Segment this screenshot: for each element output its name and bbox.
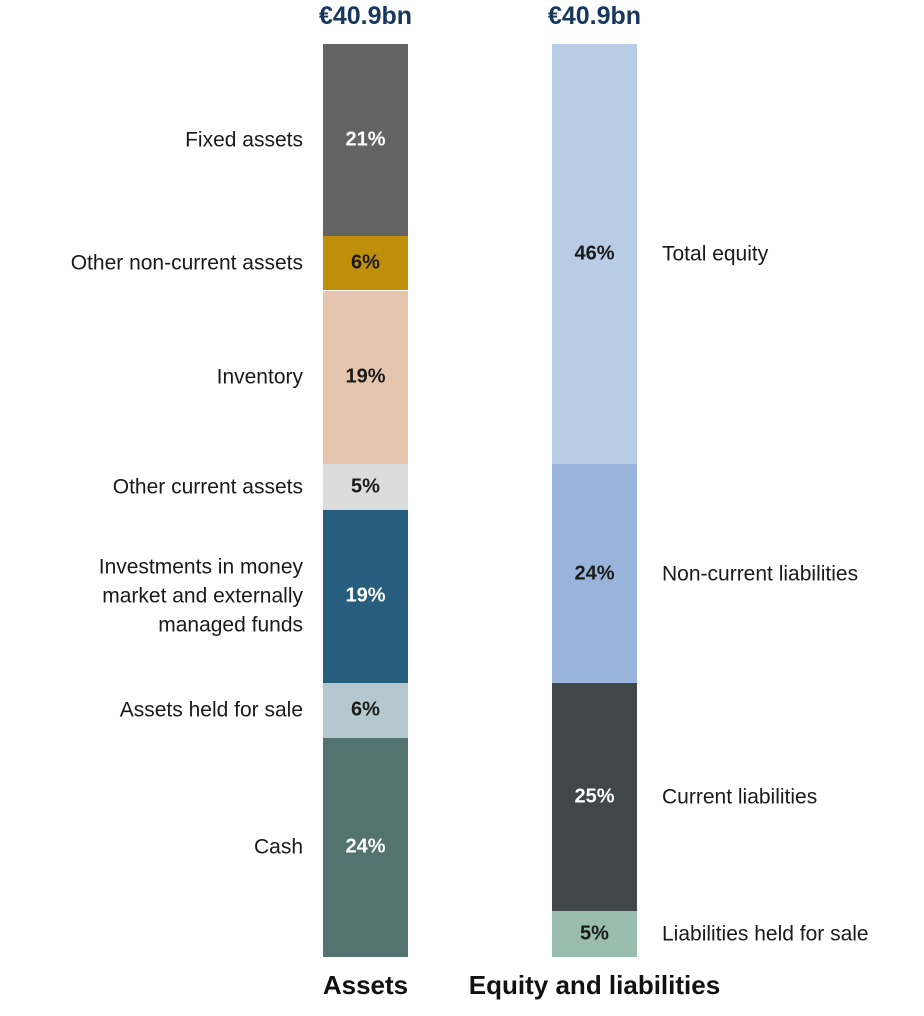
column-total: €40.9bn [547,2,642,30]
value-label: 6% [351,251,380,274]
value-label: 19% [345,584,386,607]
segment-label: Liabilities held for sale [662,922,869,946]
value-label: 5% [580,922,609,945]
segment [323,509,408,684]
segment [323,44,408,236]
segment-label: Assets held for sale [119,698,303,722]
column-name: Equity and liabilities [468,970,721,1000]
value-label: 24% [345,835,386,858]
segment-label: Cash [253,835,303,859]
segment-label: Inventory [216,365,303,389]
segment [552,44,637,464]
value-label: 19% [345,365,386,388]
segment [323,290,408,464]
value-label: 46% [574,242,615,265]
segment [323,737,408,957]
column-total: €40.9bn [318,2,413,30]
segment [323,463,408,510]
segment-label: Total equity [662,242,769,266]
segment [323,683,408,738]
segment-label: Other current assets [112,475,303,499]
value-label: 6% [351,698,380,721]
segment [552,911,637,957]
value-label: 25% [574,785,615,808]
segment-label: Other non-current assets [70,251,303,275]
segment [323,235,408,291]
segment-label: Current liabilities [662,785,818,809]
segment-label: Investments in money market and external… [98,555,303,637]
segment [552,683,637,912]
segment-label: Non-current liabilities [662,562,859,586]
value-label: 5% [351,475,380,498]
segment [552,463,637,684]
segment-label: Fixed assets [185,128,303,152]
value-label: 24% [574,562,615,585]
value-label: 21% [345,128,386,151]
column-name: Assets [322,970,409,1000]
